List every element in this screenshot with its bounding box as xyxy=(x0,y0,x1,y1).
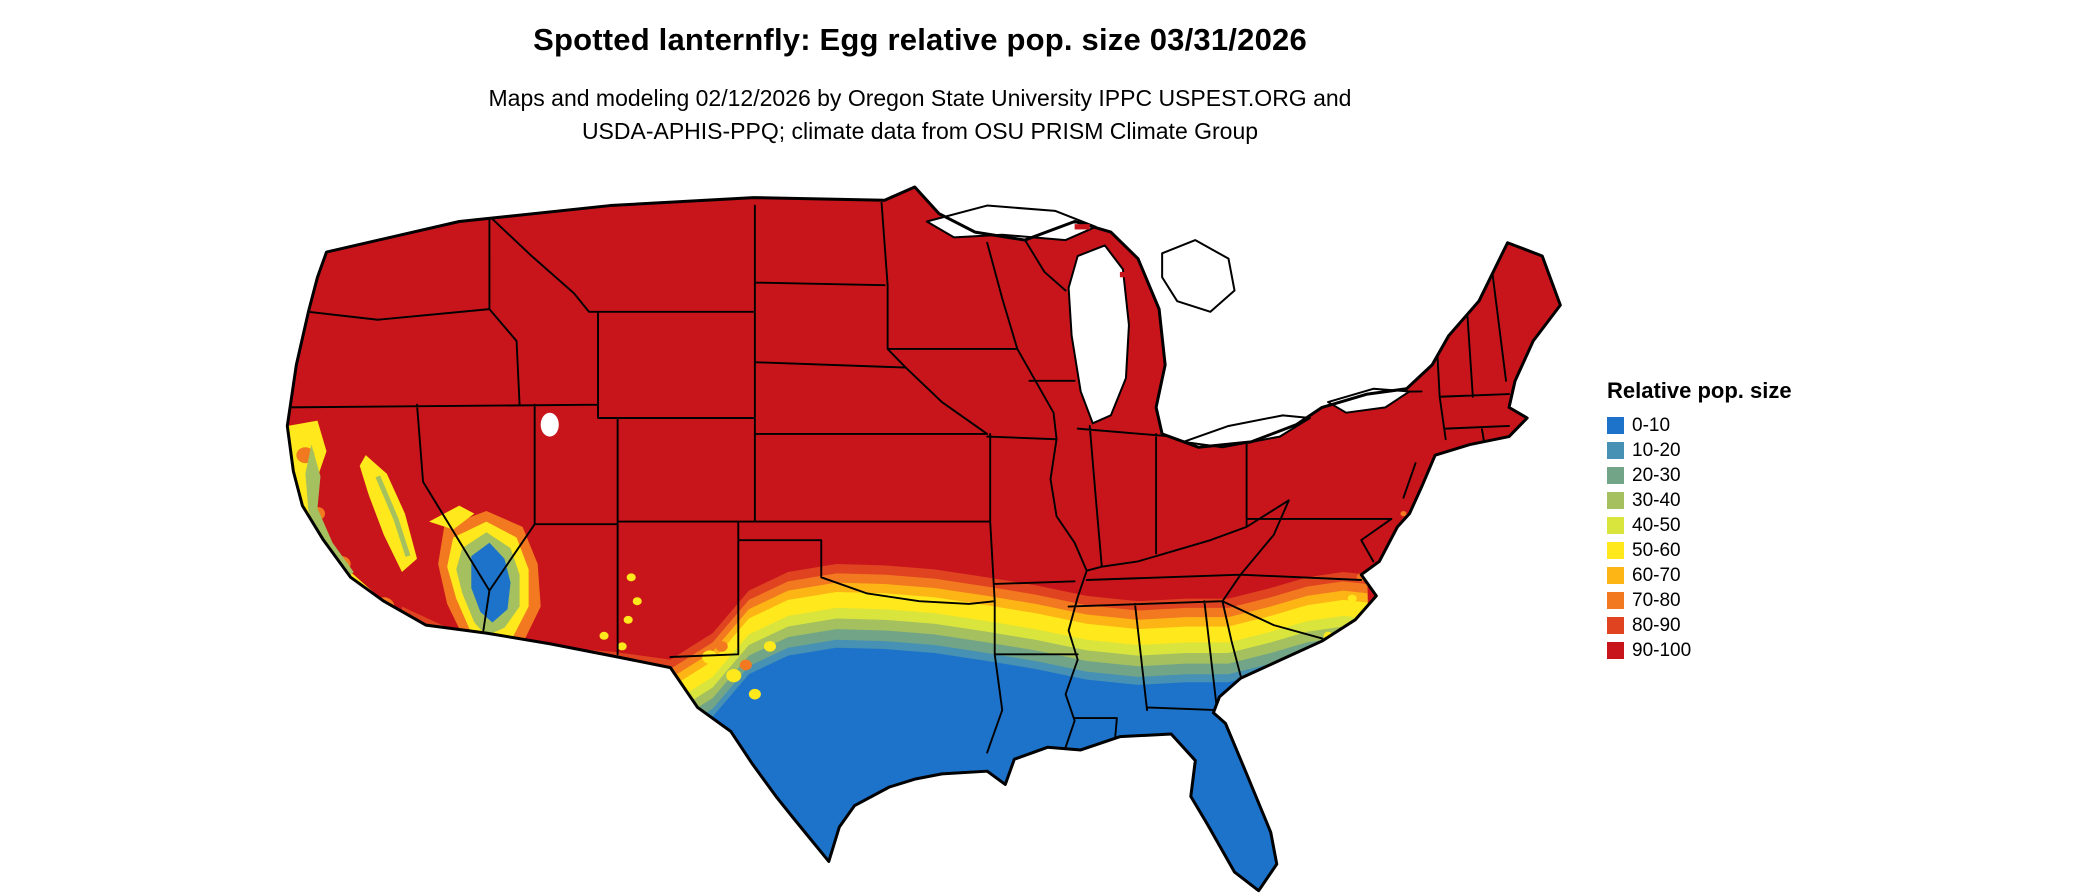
wtx-speckle xyxy=(739,659,752,671)
legend-swatch xyxy=(1607,467,1624,484)
legend-item: 30-40 xyxy=(1607,488,1792,513)
legend-swatch xyxy=(1607,442,1624,459)
us-outline xyxy=(287,187,1560,891)
legend-swatch xyxy=(1607,642,1624,659)
legend-item: 10-20 xyxy=(1607,438,1792,463)
subtitle-line-1: Maps and modeling 02/12/2026 by Oregon S… xyxy=(488,85,1352,111)
legend-label: 80-90 xyxy=(1632,615,1681,636)
band-0-10 xyxy=(383,647,1380,891)
wtx-speckle xyxy=(726,668,742,683)
wtx-speckle xyxy=(763,641,776,652)
legend-swatch xyxy=(1607,417,1624,434)
nm-speckle xyxy=(617,642,627,651)
subtitle-line-2: USDA-APHIS-PPQ; climate data from OSU PR… xyxy=(581,118,1259,144)
island-speck xyxy=(1119,271,1128,278)
terrain-speckles xyxy=(599,510,1407,700)
wtx-speckle xyxy=(715,641,728,652)
nm-speckle xyxy=(632,597,642,606)
wtx-speckle xyxy=(702,650,718,664)
map-artifacts xyxy=(1074,224,1128,278)
page-title: Spotted lanternfly: Egg relative pop. si… xyxy=(533,22,1307,57)
legend-item: 70-80 xyxy=(1607,588,1792,613)
lake-superior xyxy=(927,206,1096,241)
legend: Relative pop. size 0-10 10-20 20-30 30-40 40… xyxy=(1607,378,1792,663)
az-blue-core xyxy=(471,542,511,623)
legend-label: 50-60 xyxy=(1632,540,1681,561)
nm-speckle xyxy=(599,631,609,640)
island-speck xyxy=(1074,224,1090,230)
lake-huron xyxy=(1162,240,1234,312)
wtx-speckle xyxy=(748,688,761,700)
nm-speckle xyxy=(623,615,633,624)
legend-swatch xyxy=(1607,567,1624,584)
legend-swatch xyxy=(1607,592,1624,609)
legend-item: 50-60 xyxy=(1607,538,1792,563)
great-salt-lake xyxy=(540,412,559,437)
us-silhouette xyxy=(287,186,1561,891)
az-mogollon-streak xyxy=(429,505,475,530)
legend-item: 0-10 xyxy=(1607,413,1792,438)
legend-swatch xyxy=(1607,617,1624,634)
coast-speckle xyxy=(1400,510,1407,517)
lake-erie xyxy=(1183,415,1310,447)
legend-item: 80-90 xyxy=(1607,613,1792,638)
lake-michigan xyxy=(1069,245,1129,423)
legend-item: 40-50 xyxy=(1607,513,1792,538)
legend-item: 60-70 xyxy=(1607,563,1792,588)
legend-label: 30-40 xyxy=(1632,490,1681,511)
great-lakes xyxy=(927,206,1410,448)
lake-ontario xyxy=(1328,389,1409,413)
legend-label: 40-50 xyxy=(1632,515,1681,536)
legend-item: 90-100 xyxy=(1607,638,1792,663)
sierra-nevada-core xyxy=(378,476,408,556)
us-choropleth-map xyxy=(233,179,1681,896)
subtitle: Maps and modeling 02/12/2026 by Oregon S… xyxy=(0,82,1840,148)
land-layers xyxy=(287,186,1561,891)
legend-title: Relative pop. size xyxy=(1607,378,1792,403)
socal-teal-spot xyxy=(371,599,381,608)
nm-speckle xyxy=(626,573,636,582)
legend-item: 20-30 xyxy=(1607,463,1792,488)
legend-swatch xyxy=(1607,517,1624,534)
legend-label: 20-30 xyxy=(1632,465,1681,486)
legend-label: 90-100 xyxy=(1632,640,1692,661)
socal-blue-spot xyxy=(380,606,393,618)
legend-label: 0-10 xyxy=(1632,415,1671,436)
legend-label: 10-20 xyxy=(1632,440,1681,461)
legend-label: 60-70 xyxy=(1632,565,1681,586)
coast-speckle xyxy=(1347,594,1357,603)
legend-label: 70-80 xyxy=(1632,590,1681,611)
ca-green-fringe xyxy=(305,444,354,580)
legend-swatch xyxy=(1607,542,1624,559)
legend-swatch xyxy=(1607,492,1624,509)
legend-rows: 0-10 10-20 20-30 30-40 40-50 50-60 60-70 70-80 8… xyxy=(1607,413,1792,663)
